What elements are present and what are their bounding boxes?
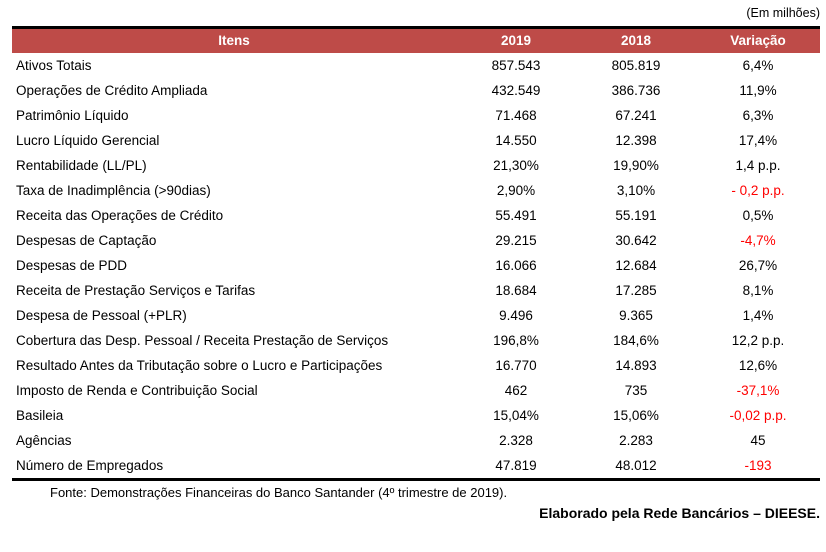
variation-cell: 26,7% <box>738 258 778 273</box>
source-note: Fonte: Demonstrações Financeiras do Banc… <box>50 485 508 500</box>
table-row: Taxa de Inadimplência (>90dias) 2,90% 3,… <box>12 178 820 203</box>
row-label-cell: Basileia <box>16 408 64 423</box>
value-2018-cell: 67.241 <box>615 108 657 123</box>
table-row: Número de Empregados 47.819 48.012 -193 <box>12 453 820 480</box>
value-2018-cell: 3,10% <box>616 183 656 198</box>
value-2019-cell: 47.819 <box>495 458 537 473</box>
row-label-cell: Agências <box>16 433 72 448</box>
variation-cell: 0,5% <box>742 208 774 223</box>
row-label-cell: Número de Empregados <box>16 458 164 473</box>
variation-cell: 45 <box>750 433 766 448</box>
table-row: Imposto de Renda e Contribuição Social 4… <box>12 378 820 403</box>
table-row: Lucro Líquido Gerencial 14.550 12.398 17… <box>12 128 820 153</box>
value-2019-cell: 9.496 <box>499 308 533 323</box>
table-row: Operações de Crédito Ampliada 432.549 38… <box>12 78 820 103</box>
row-label-cell: Despesa de Pessoal (+PLR) <box>16 308 187 323</box>
table-row: Receita de Prestação Serviços e Tarifas … <box>12 278 820 303</box>
header-itens: Itens <box>12 27 456 53</box>
value-2018-cell: 17.285 <box>615 283 657 298</box>
value-2019-cell: 16.770 <box>495 358 537 373</box>
value-2019-cell: 29.215 <box>495 233 537 248</box>
table-row: Cobertura das Desp. Pessoal / Receita Pr… <box>12 328 820 353</box>
row-label-cell: Taxa de Inadimplência (>90dias) <box>16 183 211 198</box>
variation-cell: -37,1% <box>736 383 780 398</box>
table-row: Resultado Antes da Tributação sobre o Lu… <box>12 353 820 378</box>
value-2019-cell: 2.328 <box>499 433 533 448</box>
row-label-cell: Ativos Totais <box>16 58 92 73</box>
value-2019-cell: 15,04% <box>493 408 539 423</box>
header-variacao: Variação <box>696 27 820 53</box>
variation-cell: 11,9% <box>739 83 777 98</box>
variation-cell: -4,7% <box>740 233 776 248</box>
variation-cell: 1,4% <box>742 308 774 323</box>
value-2019-cell: 857.543 <box>491 58 541 73</box>
variation-cell: - 0,2 p.p. <box>731 183 785 198</box>
table-row: Patrimônio Líquido 71.468 67.241 6,3% <box>12 103 820 128</box>
variation-cell: -0,02 p.p. <box>729 408 787 423</box>
value-2019-cell: 21,30% <box>493 158 539 173</box>
value-2019-cell: 2,90% <box>496 183 536 198</box>
value-2018-cell: 12.684 <box>615 258 657 273</box>
value-2019-cell: 71.468 <box>495 108 537 123</box>
value-2019-cell: 18.684 <box>495 283 537 298</box>
value-2018-cell: 386.736 <box>611 83 661 98</box>
variation-cell: 6,3% <box>742 108 774 123</box>
value-2018-cell: 735 <box>624 383 648 398</box>
value-2018-cell: 15,06% <box>613 408 659 423</box>
row-label-cell: Imposto de Renda e Contribuição Social <box>16 383 258 398</box>
unit-note: (Em milhões) <box>746 6 820 20</box>
table-row: Ativos Totais 857.543 805.819 6,4% <box>12 53 820 78</box>
variation-cell: 6,4% <box>742 58 774 73</box>
row-label-cell: Operações de Crédito Ampliada <box>16 83 208 98</box>
variation-cell: 17,4% <box>738 133 778 148</box>
table-row: Despesas de PDD 16.066 12.684 26,7% <box>12 253 820 278</box>
value-2019-cell: 196,8% <box>493 333 539 348</box>
value-2018-cell: 2.283 <box>619 433 653 448</box>
row-label-cell: Despesas de PDD <box>16 258 128 273</box>
financial-table: Itens 2019 2018 Variação Ativos Totais 8… <box>12 26 820 481</box>
table-header-row: Itens 2019 2018 Variação <box>12 27 820 53</box>
value-2018-cell: 48.012 <box>615 458 657 473</box>
row-label-cell: Cobertura das Desp. Pessoal / Receita Pr… <box>16 333 389 348</box>
header-2019: 2019 <box>456 27 576 53</box>
table-body: Ativos Totais 857.543 805.819 6,4% Opera… <box>12 53 820 480</box>
value-2019-cell: 16.066 <box>495 258 537 273</box>
value-2019-cell: 462 <box>504 383 528 398</box>
value-2018-cell: 12.398 <box>615 133 657 148</box>
value-2018-cell: 184,6% <box>613 333 659 348</box>
credit-note: Elaborado pela Rede Bancários – DIEESE. <box>539 505 820 521</box>
value-2018-cell: 30.642 <box>615 233 657 248</box>
variation-cell: -193 <box>744 458 772 473</box>
row-label-cell: Despesas de Captação <box>16 233 157 248</box>
variation-cell: 12,6% <box>738 358 778 373</box>
row-label-cell: Rentabilidade (LL/PL) <box>16 158 147 173</box>
table-row: Basileia 15,04% 15,06% -0,02 p.p. <box>12 403 820 428</box>
value-2019-cell: 14.550 <box>495 133 537 148</box>
table-row: Rentabilidade (LL/PL) 21,30% 19,90% 1,4 … <box>12 153 820 178</box>
value-2019-cell: 432.549 <box>491 83 541 98</box>
value-2018-cell: 805.819 <box>611 58 661 73</box>
header-2018: 2018 <box>576 27 696 53</box>
row-label-cell: Receita das Operações de Crédito <box>16 208 224 223</box>
row-label-cell: Patrimônio Líquido <box>16 108 129 123</box>
variation-cell: 8,1% <box>742 283 774 298</box>
table-header: Itens 2019 2018 Variação <box>12 27 820 53</box>
value-2018-cell: 14.893 <box>615 358 657 373</box>
table-row: Receita das Operações de Crédito 55.491 … <box>12 203 820 228</box>
value-2018-cell: 9.365 <box>619 308 653 323</box>
row-label-cell: Resultado Antes da Tributação sobre o Lu… <box>16 358 383 373</box>
row-label-cell: Receita de Prestação Serviços e Tarifas <box>16 283 256 298</box>
table-row: Despesa de Pessoal (+PLR) 9.496 9.365 1,… <box>12 303 820 328</box>
variation-cell: 1,4 p.p. <box>735 158 781 173</box>
row-label-cell: Lucro Líquido Gerencial <box>16 133 160 148</box>
report-page: (Em milhões) Itens 2019 2018 Variação At… <box>12 0 820 522</box>
value-2018-cell: 55.191 <box>615 208 657 223</box>
table-row: Despesas de Captação 29.215 30.642 -4,7% <box>12 228 820 253</box>
value-2019-cell: 55.491 <box>495 208 537 223</box>
variation-cell: 12,2 p.p. <box>731 333 785 348</box>
value-2018-cell: 19,90% <box>613 158 659 173</box>
table-row: Agências 2.328 2.283 45 <box>12 428 820 453</box>
